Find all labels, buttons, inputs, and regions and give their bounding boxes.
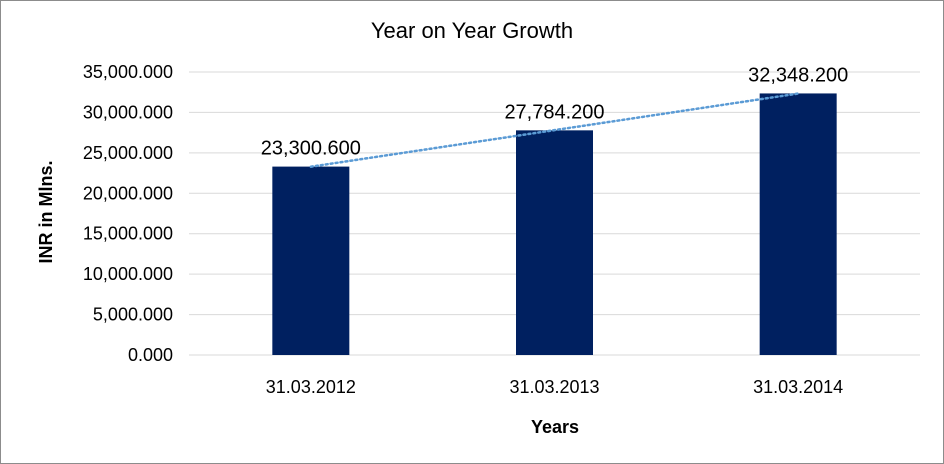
y-tick-label: 10,000.000 [83,264,173,284]
data-labels: 23,300.600 27,784.200 32,348.200 [261,64,848,159]
y-tick-label: 0.000 [128,345,173,365]
y-tick-label: 15,000.000 [83,224,173,244]
x-axis-ticks: 31.03.2012 31.03.2013 31.03.2014 [266,377,843,397]
y-tick-label: 5,000.000 [93,305,173,325]
x-tick-label: 31.03.2014 [753,377,843,397]
y-tick-label: 25,000.000 [83,143,173,163]
y-tick-label: 30,000.000 [83,102,173,122]
y-axis-title: INR in Mlns. [36,161,56,264]
x-tick-label: 31.03.2012 [266,377,356,397]
x-axis-title: Years [531,417,579,437]
trendline-layer [309,92,800,168]
data-label: 32,348.200 [748,64,848,86]
chart-title: Year on Year Growth [371,18,573,43]
x-tick-label: 31.03.2013 [509,377,599,397]
y-tick-label: 20,000.000 [83,183,173,203]
data-label: 23,300.600 [261,138,361,160]
bars [272,93,837,355]
bar [272,166,350,355]
trendline [309,92,800,168]
y-axis-ticks: 0.000 5,000.000 10,000.000 15,000.000 20,000… [83,62,173,365]
bar [516,130,593,355]
y-tick-label: 35,000.000 [83,62,173,82]
bar [759,93,837,355]
data-label: 27,784.200 [504,101,604,123]
